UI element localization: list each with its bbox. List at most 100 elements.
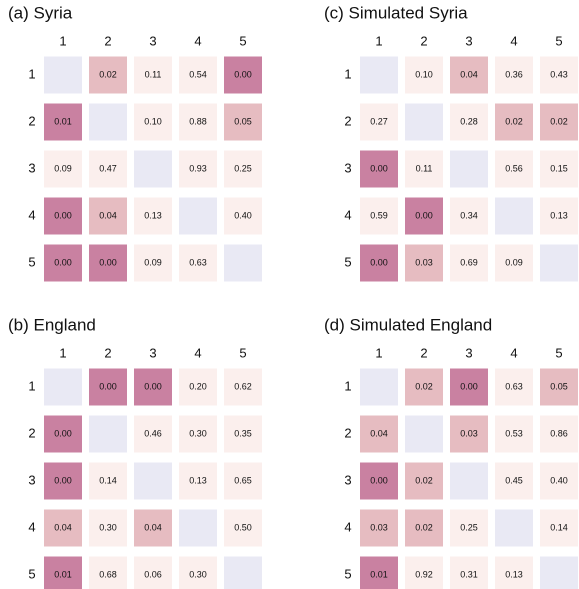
cell bbox=[89, 197, 127, 235]
column-label: 4 bbox=[194, 345, 201, 360]
column-label: 3 bbox=[149, 33, 156, 48]
cell bbox=[360, 103, 398, 141]
cell-label: 0.40 bbox=[550, 475, 568, 485]
row-label: 2 bbox=[344, 113, 351, 128]
column-label: 3 bbox=[149, 345, 156, 360]
cell bbox=[540, 462, 578, 500]
cell-label: 0.00 bbox=[54, 475, 72, 485]
cell-label: 0.10 bbox=[415, 69, 433, 79]
cell bbox=[360, 462, 398, 500]
column-label: 5 bbox=[239, 33, 246, 48]
cell-label: 0.04 bbox=[54, 522, 72, 532]
row-label: 1 bbox=[344, 378, 351, 393]
diagonal-cell bbox=[44, 56, 82, 94]
cell bbox=[44, 509, 82, 547]
cell bbox=[179, 244, 217, 282]
cell-label: 0.15 bbox=[550, 163, 568, 173]
cell bbox=[134, 509, 172, 547]
cell bbox=[450, 244, 488, 282]
cell-label: 0.54 bbox=[189, 69, 207, 79]
cell-label: 0.25 bbox=[460, 522, 478, 532]
column-label: 5 bbox=[555, 345, 562, 360]
cell-label: 0.86 bbox=[550, 428, 568, 438]
diagonal-cell bbox=[495, 509, 533, 547]
column-label: 2 bbox=[420, 345, 427, 360]
row-label: 5 bbox=[344, 254, 351, 269]
diagonal-cell bbox=[450, 150, 488, 188]
row-label: 4 bbox=[344, 519, 351, 534]
cell bbox=[89, 368, 127, 406]
cell bbox=[495, 150, 533, 188]
cell-label: 0.03 bbox=[370, 522, 388, 532]
cell-label: 0.00 bbox=[54, 428, 72, 438]
cell-label: 0.14 bbox=[99, 475, 117, 485]
cell-label: 0.46 bbox=[144, 428, 162, 438]
cell bbox=[405, 197, 443, 235]
row-label: 1 bbox=[28, 66, 35, 81]
cell bbox=[360, 244, 398, 282]
cell bbox=[450, 197, 488, 235]
cell-label: 0.40 bbox=[234, 210, 252, 220]
panel-title: (b) England bbox=[8, 315, 96, 334]
cell bbox=[405, 509, 443, 547]
cell bbox=[89, 56, 127, 94]
cell bbox=[44, 244, 82, 282]
cell-label: 0.04 bbox=[370, 428, 388, 438]
diagonal-cell bbox=[89, 103, 127, 141]
cell-label: 0.02 bbox=[415, 522, 433, 532]
cell-label: 0.05 bbox=[550, 381, 568, 391]
cell bbox=[540, 197, 578, 235]
cell bbox=[495, 244, 533, 282]
cell bbox=[44, 103, 82, 141]
cell bbox=[179, 150, 217, 188]
row-label: 3 bbox=[344, 472, 351, 487]
cell bbox=[360, 415, 398, 453]
cell-label: 0.04 bbox=[460, 69, 478, 79]
cell-label: 0.11 bbox=[145, 69, 162, 79]
cell-label: 0.00 bbox=[54, 257, 72, 267]
cell-label: 0.30 bbox=[189, 569, 207, 579]
cell bbox=[44, 415, 82, 453]
cell-label: 0.02 bbox=[99, 69, 117, 79]
cell bbox=[540, 150, 578, 188]
cell-label: 0.34 bbox=[460, 210, 478, 220]
cell bbox=[540, 509, 578, 547]
cell-label: 0.43 bbox=[550, 69, 568, 79]
cell-label: 0.00 bbox=[144, 381, 162, 391]
cell-label: 0.02 bbox=[415, 475, 433, 485]
cell bbox=[540, 415, 578, 453]
row-label: 5 bbox=[28, 254, 35, 269]
cell bbox=[405, 556, 443, 589]
column-label: 1 bbox=[59, 345, 66, 360]
row-label: 5 bbox=[344, 566, 351, 581]
cell bbox=[360, 509, 398, 547]
cell-label: 0.25 bbox=[234, 163, 252, 173]
row-label: 2 bbox=[344, 425, 351, 440]
diagonal-cell bbox=[224, 244, 262, 282]
cell bbox=[495, 415, 533, 453]
panel-title: (c) Simulated Syria bbox=[324, 3, 468, 22]
panel-title: (a) Syria bbox=[8, 3, 73, 22]
cell bbox=[134, 56, 172, 94]
cell-label: 0.01 bbox=[54, 569, 72, 579]
column-label: 3 bbox=[465, 345, 472, 360]
cell-label: 0.30 bbox=[189, 428, 207, 438]
column-label: 1 bbox=[375, 33, 382, 48]
cell bbox=[495, 462, 533, 500]
cell-label: 0.05 bbox=[234, 116, 252, 126]
cell-label: 0.27 bbox=[370, 116, 388, 126]
cell bbox=[224, 103, 262, 141]
cell-label: 0.13 bbox=[505, 569, 523, 579]
cell-label: 0.53 bbox=[505, 428, 523, 438]
cell bbox=[134, 368, 172, 406]
diagonal-cell bbox=[89, 415, 127, 453]
cell bbox=[360, 556, 398, 589]
cell bbox=[540, 103, 578, 141]
diagonal-cell bbox=[134, 462, 172, 500]
cell bbox=[44, 556, 82, 589]
cell bbox=[224, 150, 262, 188]
cell-label: 0.30 bbox=[99, 522, 117, 532]
cell-label: 0.00 bbox=[99, 257, 117, 267]
row-label: 1 bbox=[344, 66, 351, 81]
